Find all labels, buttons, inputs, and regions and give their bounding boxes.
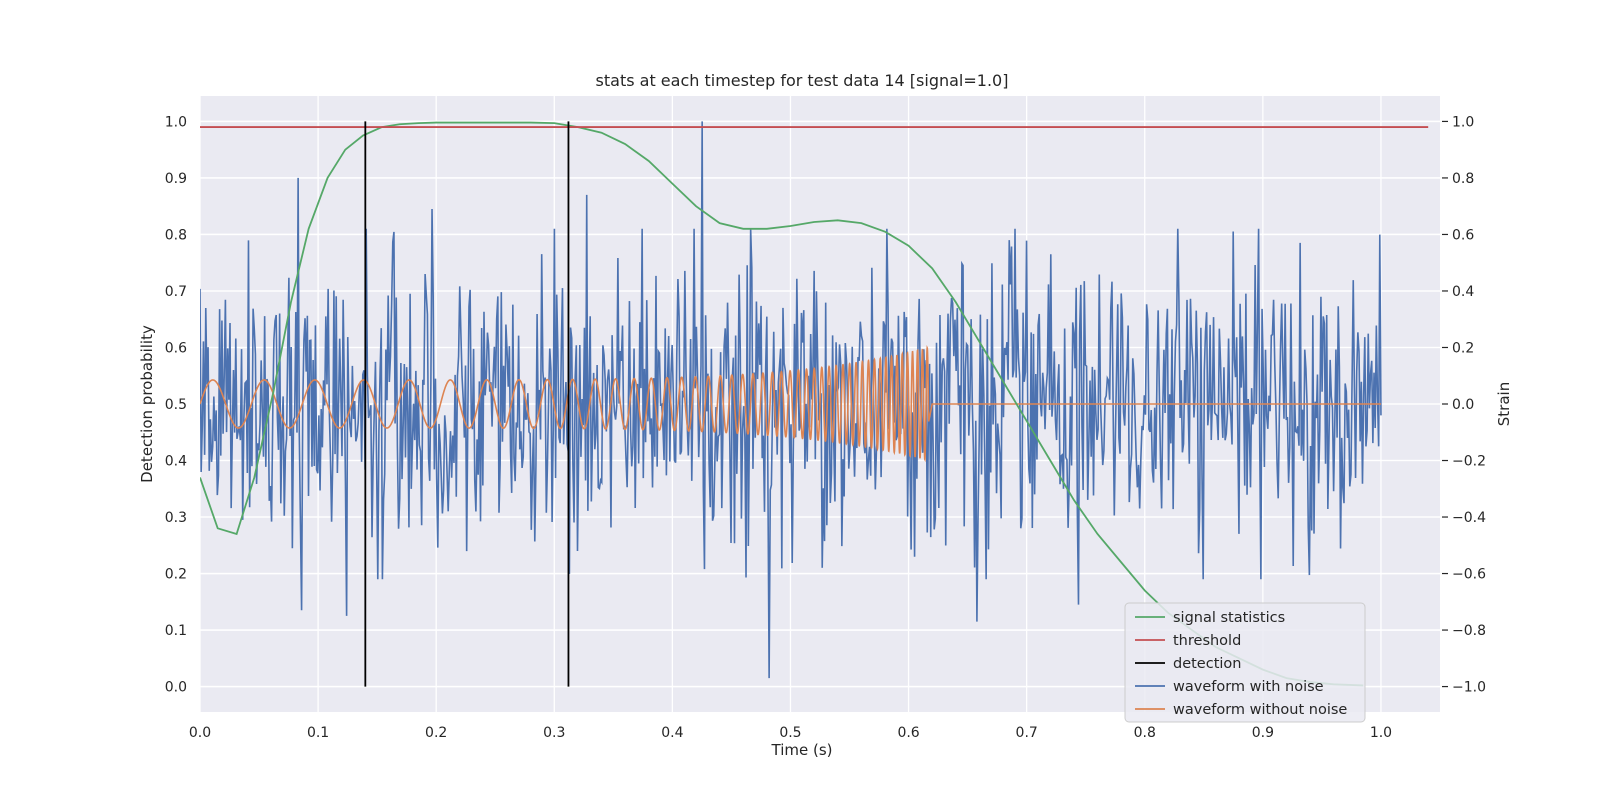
y2-tick-label: 0.0 [1452,397,1474,413]
y-axis-label: Detection probability [138,325,156,483]
y2-tick-label: −0.4 [1452,510,1486,526]
y-tick-label: 0.8 [165,227,187,243]
series-waveform-without-noise [200,344,1381,463]
legend-label: signal statistics [1173,610,1285,626]
y2-tick-label: 0.4 [1452,284,1474,300]
series-signal-statistics [200,121,1364,687]
y-tick-label: 0.7 [165,284,187,300]
x-tick-label: 0.5 [779,725,801,741]
x-tick-label: 0.3 [543,725,565,741]
legend-label: threshold [1173,633,1241,649]
x-tick-label: 0.8 [1134,725,1156,741]
y-tick-label: 0.4 [165,454,187,470]
y-tick-label: 0.3 [165,510,187,526]
legend: signal statistics threshold detection wavef… [1124,602,1366,723]
legend-label: waveform without noise [1173,702,1347,718]
y2-tick-label: −0.6 [1452,567,1486,583]
y-tick-label: 0.0 [165,680,187,696]
legend-box [1124,602,1366,723]
x-axis-label: Time (s) [771,741,833,759]
x-tick-label: 0.2 [425,725,447,741]
y-tick-label: 0.2 [165,567,187,583]
y2-tick-label: −0.2 [1452,454,1486,470]
chart-title: stats at each timestep for test data 14 … [596,71,1009,90]
series-waveform-with-noise [200,121,1382,679]
y2-tick-label: −1.0 [1452,680,1486,696]
legend-label: waveform with noise [1173,679,1324,695]
y2-tick-label: 0.2 [1452,340,1474,356]
y2-tick-label: 1.0 [1452,114,1474,130]
y-tick-label: 0.5 [165,397,187,413]
y-axis-ticks: 0.0 0.1 0.2 0.3 0.4 0.5 0.6 0.7 0.8 0.9 1.0 [165,114,187,695]
x-tick-label: 0.9 [1252,725,1274,741]
x-axis-ticks: 0.0 0.1 0.2 0.3 0.4 0.5 0.6 0.7 0.8 0.9 1.0 [189,725,1392,741]
y2-tick-label: 0.6 [1452,227,1474,243]
x-tick-label: 0.0 [189,725,211,741]
y-tick-label: 1.0 [165,114,187,130]
x-tick-label: 0.6 [897,725,919,741]
legend-label: detection [1173,656,1241,672]
y2-tick-label: 0.8 [1452,171,1474,187]
x-tick-label: 0.4 [661,725,683,741]
x-tick-label: 1.0 [1370,725,1392,741]
y-tick-label: 0.9 [165,171,187,187]
y2-axis-label: Strain [1495,382,1513,426]
y2-tick-label: −0.8 [1452,623,1486,639]
y-tick-label: 0.6 [165,340,187,356]
y-tick-label: 0.1 [165,623,187,639]
y2-axis-ticks: −1.0 −0.8 −0.6 −0.4 −0.2 0.0 0.2 0.4 0.6 0.8 1.0 [1442,114,1486,696]
x-tick-label: 0.1 [307,725,329,741]
x-tick-label: 0.7 [1016,725,1038,741]
